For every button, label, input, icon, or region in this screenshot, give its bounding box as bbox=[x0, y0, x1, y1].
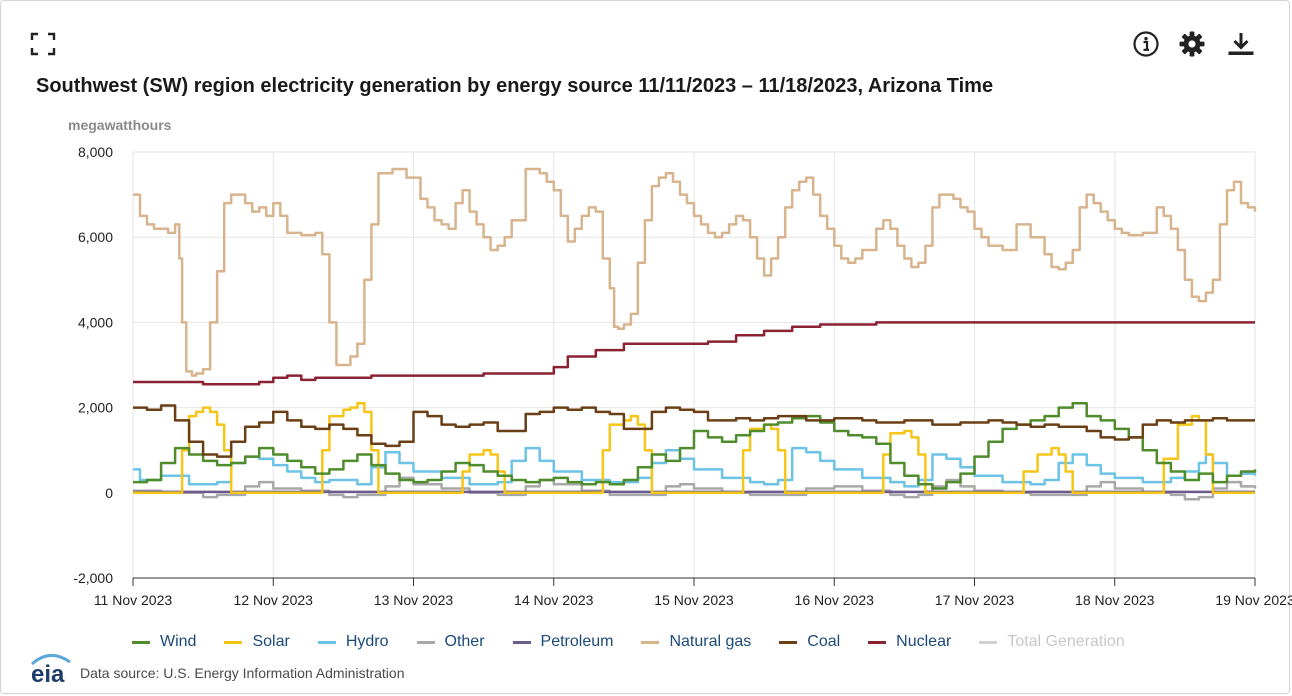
y-tick-label: -2,000 bbox=[73, 570, 113, 586]
legend: Wind Solar Hydro Other Petroleum Natural gas C… bbox=[132, 632, 1153, 652]
legend-item-solar[interactable]: Solar bbox=[224, 633, 290, 651]
y-tick-label: 8,000 bbox=[78, 144, 113, 160]
x-tick-label: 16 Nov 2023 bbox=[795, 592, 875, 608]
legend-label: Petroleum bbox=[540, 633, 614, 650]
legend-item-nuclear[interactable]: Nuclear bbox=[868, 633, 951, 651]
legend-swatch bbox=[868, 640, 887, 644]
legend-label: Nuclear bbox=[896, 633, 952, 650]
y-tick-label: 2,000 bbox=[78, 400, 113, 416]
info-icon[interactable] bbox=[1132, 30, 1160, 58]
y-tick-label: 6,000 bbox=[78, 229, 113, 245]
legend-swatch bbox=[224, 640, 243, 644]
legend-swatch bbox=[416, 640, 435, 644]
legend-item-hydro[interactable]: Hydro bbox=[317, 633, 389, 651]
legend-item-total-generation[interactable]: Total Generation bbox=[979, 633, 1125, 651]
legend-swatch bbox=[779, 640, 798, 644]
legend-label: Solar bbox=[252, 633, 290, 650]
x-tick-label: 12 Nov 2023 bbox=[234, 592, 314, 608]
legend-swatch bbox=[512, 640, 531, 644]
legend-swatch bbox=[317, 640, 336, 644]
y-axis-label: megawatthours bbox=[68, 117, 172, 133]
x-tick-label: 11 Nov 2023 bbox=[94, 592, 173, 608]
legend-item-petroleum[interactable]: Petroleum bbox=[512, 633, 614, 651]
series-line-natural-gas bbox=[133, 167, 1257, 377]
x-tick-label: 13 Nov 2023 bbox=[374, 592, 454, 608]
eia-logo-text: eia bbox=[31, 661, 65, 686]
legend-item-wind[interactable]: Wind bbox=[132, 633, 196, 651]
legend-label: Total Generation bbox=[1007, 633, 1125, 650]
legend-swatch bbox=[641, 640, 660, 644]
legend-item-natural-gas[interactable]: Natural gas bbox=[641, 633, 751, 651]
legend-label: Natural gas bbox=[669, 633, 752, 650]
x-tick-label: 14 Nov 2023 bbox=[514, 592, 594, 608]
legend-item-coal[interactable]: Coal bbox=[779, 633, 840, 651]
x-tick-label: 19 Nov 2023 bbox=[1215, 592, 1292, 608]
legend-label: Hydro bbox=[345, 633, 389, 650]
footer: eia Data source: U.S. Energy Information… bbox=[28, 650, 404, 686]
x-tick-label: 17 Nov 2023 bbox=[935, 592, 1015, 608]
legend-label: Coal bbox=[807, 633, 841, 650]
legend-swatch bbox=[979, 640, 998, 644]
y-tick-label: 4,000 bbox=[78, 314, 113, 330]
x-tick-label: 18 Nov 2023 bbox=[1075, 592, 1155, 608]
legend-item-other[interactable]: Other bbox=[416, 633, 485, 651]
x-tick-label: 15 Nov 2023 bbox=[654, 592, 734, 608]
series-line-solar bbox=[133, 402, 1255, 495]
expand-icon[interactable] bbox=[30, 32, 56, 56]
legend-swatch bbox=[132, 640, 150, 644]
chart-title: Southwest (SW) region electricity genera… bbox=[36, 75, 994, 97]
download-icon[interactable] bbox=[1227, 30, 1255, 58]
series-line-coal bbox=[133, 404, 1255, 458]
data-source: Data source: U.S. Energy Information Adm… bbox=[80, 665, 405, 681]
legend-label: Other bbox=[444, 633, 485, 650]
gear-icon[interactable] bbox=[1178, 30, 1206, 58]
eia-logo: eia bbox=[31, 654, 71, 686]
series-line-nuclear bbox=[133, 321, 1255, 386]
series-line-hydro bbox=[133, 446, 1257, 488]
y-tick-label: 0 bbox=[105, 485, 113, 501]
legend-label: Wind bbox=[160, 633, 197, 650]
series-line-wind bbox=[133, 402, 1257, 490]
